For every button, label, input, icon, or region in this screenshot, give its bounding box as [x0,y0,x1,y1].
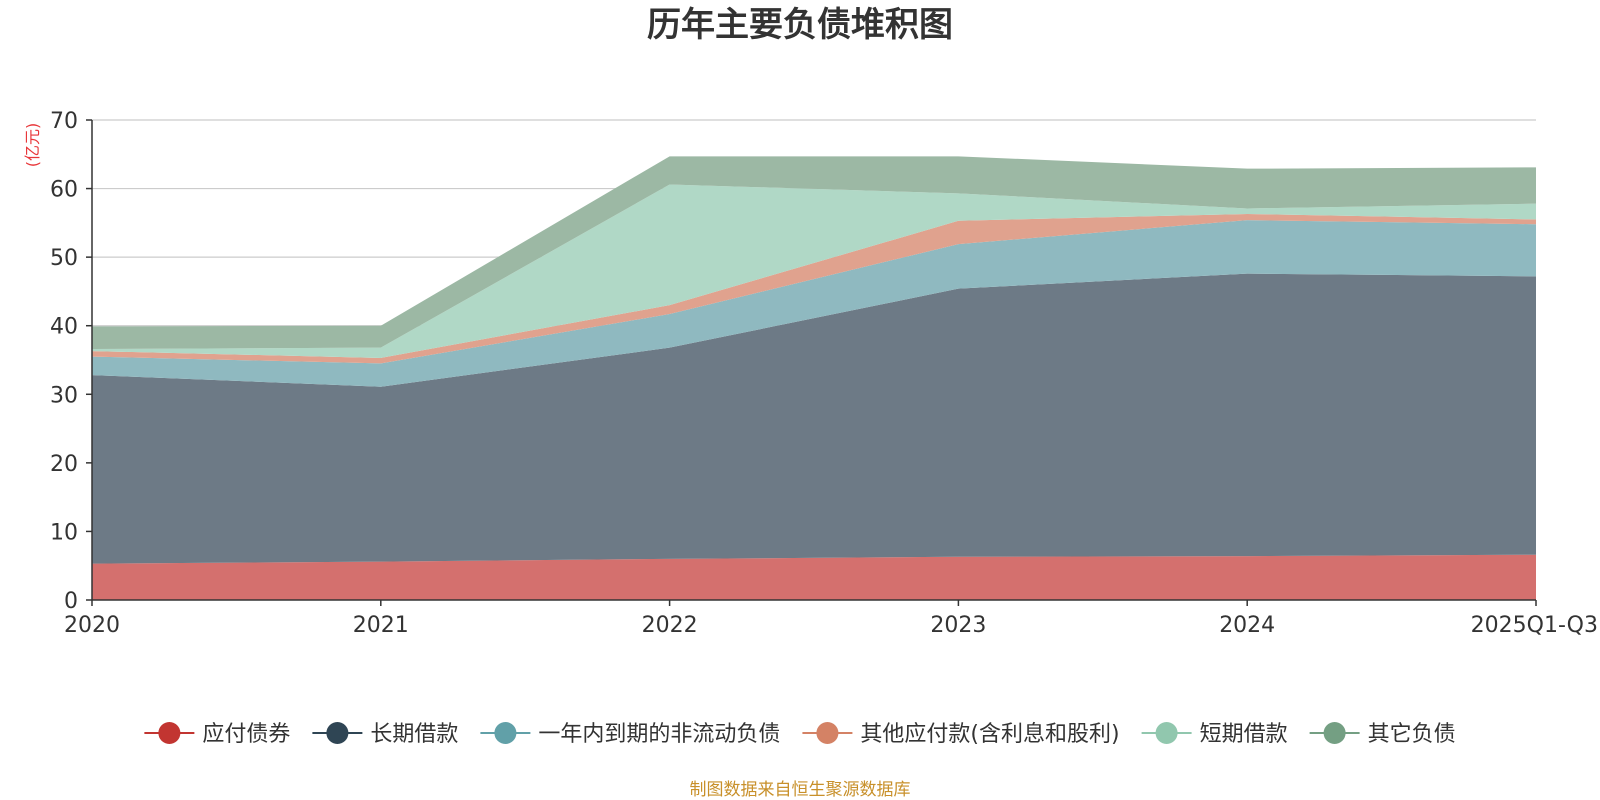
y-tick-label: 40 [50,315,78,340]
data-source-note: 制图数据来自恒生聚源数据库 [690,780,911,800]
x-tick-label: 2025Q1-Q3 [1471,613,1598,638]
x-tick-label: 2021 [353,613,409,638]
legend-circle-icon [326,722,349,744]
x-tick-label: 2024 [1219,613,1275,638]
legend-label: 应付债券 [202,722,290,747]
x-tick-label: 2023 [930,613,986,638]
legend-label: 短期借款 [1200,722,1288,747]
area-series-1 [92,554,1536,600]
legend-label: 其他应付款(含利息和股利) [860,722,1119,747]
legend-label: 一年内到期的非流动负债 [538,722,780,747]
legend-item-2[interactable]: 长期借款 [312,722,458,747]
legend-label: 其它负债 [1368,722,1456,747]
area-series-2 [92,273,1536,564]
legend-item-5[interactable]: 短期借款 [1141,722,1288,747]
y-tick-label: 30 [50,383,78,408]
area-series-6 [92,156,1536,350]
legend-item-4[interactable]: 其他应付款(含利息和股利) [802,722,1120,747]
y-tick-label: 70 [50,109,78,134]
legend-circle-icon [158,722,181,744]
y-tick-label: 50 [50,246,78,271]
legend-circle-icon [1155,722,1178,744]
legend-circle-icon [816,722,839,744]
legend-circle-icon [1323,722,1346,744]
x-tick-label: 2020 [64,613,120,638]
y-tick-label: 10 [50,520,78,545]
area-series-3 [92,220,1536,387]
axes: 0 10 20 30 40 50 60 70 2020 2021 2022 2023 2024 2025Q… [50,109,1598,638]
legend-label: 长期借款 [370,722,458,747]
y-tick-label: 60 [50,178,78,203]
legend-circle-icon [494,722,517,744]
area-series-group [92,156,1536,600]
legend-item-6[interactable]: 其它负债 [1309,722,1456,747]
legend-item-1[interactable]: 应付债券 [144,722,290,747]
legend-item-3[interactable]: 一年内到期的非流动负债 [480,722,780,747]
y-tick-label: 20 [50,452,78,477]
y-tick-label: 0 [64,589,78,614]
x-tick-label: 2022 [642,613,698,638]
legend[interactable]: 应付债券 长期借款 一年内到期的非流动负债 其他应付款(含利息和股利) 短期借款 其它负债 [144,722,1456,747]
area-series-5 [92,184,1536,358]
y-axis-unit-label: (亿元) [23,123,42,168]
chart-title: 历年主要负债堆积图 [647,5,953,45]
